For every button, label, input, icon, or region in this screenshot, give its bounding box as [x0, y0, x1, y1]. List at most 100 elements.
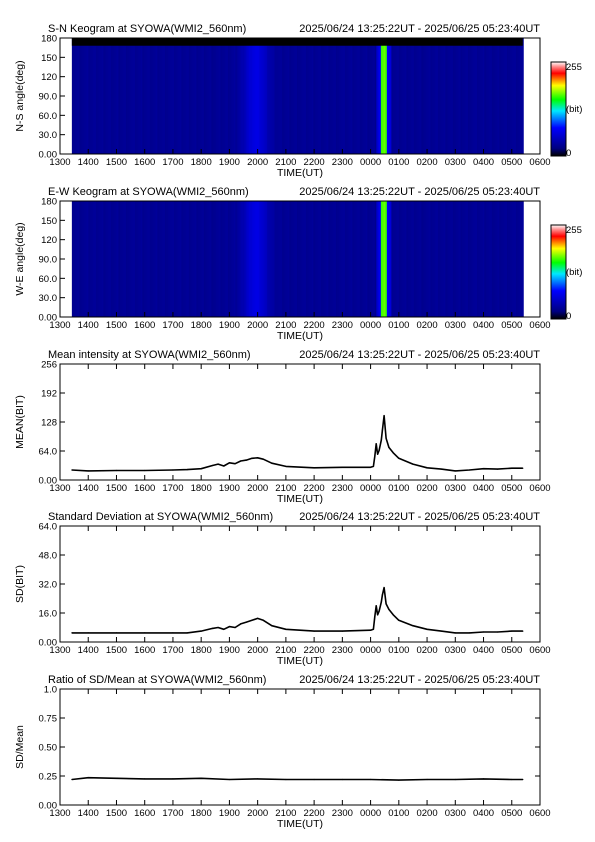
keogram-column: [166, 201, 169, 317]
keogram-column: [131, 201, 134, 317]
keogram-column: [163, 201, 166, 317]
keogram-column: [151, 201, 154, 317]
keogram-column: [475, 201, 478, 317]
keogram-column: [194, 201, 197, 317]
data-point: [511, 778, 513, 781]
keogram-column: [127, 38, 130, 154]
keogram-column: [410, 201, 413, 317]
data-point: [497, 468, 499, 470]
keogram-column: [241, 38, 244, 154]
keogram-column: [239, 38, 242, 154]
keogram-column: [128, 201, 131, 317]
keogram-column: [101, 38, 104, 154]
x-tick-label: 0100: [388, 483, 409, 494]
keogram-column: [184, 38, 187, 154]
keogram-column: [98, 38, 101, 154]
keogram-column: [199, 201, 202, 317]
data-point: [388, 608, 390, 611]
keogram-column: [88, 38, 91, 154]
keogram-column: [518, 38, 521, 154]
keogram-column: [211, 38, 214, 154]
data-point: [440, 630, 442, 632]
x-tick-label: 1900: [219, 808, 240, 819]
keogram-column: [398, 38, 401, 154]
keogram-column: [296, 201, 299, 317]
keogram-column: [412, 38, 415, 154]
keogram-column: [350, 201, 353, 317]
data-point: [370, 629, 372, 631]
x-tick-label: 1700: [162, 808, 183, 819]
keogram-column: [247, 38, 250, 154]
keogram-column: [173, 38, 176, 154]
keogram-column: [214, 38, 217, 154]
x-tick-label: 2200: [304, 483, 325, 494]
keogram-column: [454, 38, 457, 154]
keogram-column: [268, 201, 271, 317]
keogram-column: [407, 201, 410, 317]
keogram-column: [119, 38, 122, 154]
y-tick-label: 0.00: [39, 476, 58, 487]
panel-5-title: Ratio of SD/Mean at SYOWA(WMI2_560nm): [48, 674, 266, 686]
x-tick-label: 0200: [416, 157, 437, 168]
keogram-column: [383, 201, 386, 317]
x-tick-label: 2300: [332, 483, 353, 494]
data-point: [375, 443, 377, 445]
colorbar-max-label: 255: [566, 225, 582, 236]
keogram-column: [80, 38, 83, 154]
keogram-column: [392, 201, 395, 317]
keogram-column: [499, 38, 502, 154]
keogram-column: [520, 201, 523, 317]
keogram-column: [323, 38, 326, 154]
keogram-column: [370, 201, 373, 317]
keogram-column: [245, 201, 248, 317]
data-point: [378, 610, 380, 612]
y-tick-label: 180: [41, 197, 57, 208]
panel-4: [59, 525, 541, 643]
keogram-column: [374, 201, 377, 317]
keogram-column: [310, 38, 313, 154]
keogram-column: [515, 201, 518, 317]
keogram-column: [89, 201, 92, 317]
panel-5: [59, 688, 541, 806]
keogram-column: [263, 38, 266, 154]
keogram-column: [94, 201, 97, 317]
keogram-column: [401, 38, 404, 154]
keogram-column: [502, 38, 505, 154]
keogram-column: [367, 201, 370, 317]
y-axis-label: SD(BIT): [14, 565, 26, 603]
keogram-column: [256, 201, 259, 317]
x-tick-label: 2300: [332, 808, 353, 819]
keogram-column: [208, 201, 211, 317]
keogram-column: [202, 201, 205, 317]
y-tick-label: 0.00: [39, 150, 58, 161]
keogram-column: [190, 201, 193, 317]
keogram-column: [227, 38, 230, 154]
keogram-column: [428, 201, 431, 317]
keogram-column: [124, 201, 127, 317]
x-tick-label: 1700: [162, 483, 183, 494]
data-point: [251, 457, 253, 459]
keogram-column: [409, 38, 412, 154]
keogram-column: [494, 201, 497, 317]
keogram-column: [499, 201, 502, 317]
keogram-column: [412, 201, 415, 317]
keogram-column: [82, 201, 85, 317]
keogram-column: [508, 201, 511, 317]
keogram-column: [152, 38, 155, 154]
keogram-column: [226, 38, 229, 154]
keogram-column: [325, 201, 328, 317]
data-point: [257, 617, 259, 620]
keogram-column: [161, 38, 164, 154]
keogram-column: [514, 38, 517, 154]
keogram-column: [521, 201, 524, 317]
keogram-column: [160, 201, 163, 317]
y-axis-label: MEAN(BIT): [14, 395, 26, 449]
keogram-column: [371, 201, 374, 317]
plot-frame: [59, 363, 541, 481]
x-tick-label: 1500: [106, 320, 127, 331]
keogram-column: [506, 38, 509, 154]
keogram-column: [314, 38, 317, 154]
x-tick-label: 2100: [275, 483, 296, 494]
keogram-column: [389, 38, 392, 154]
keogram-column: [304, 38, 307, 154]
